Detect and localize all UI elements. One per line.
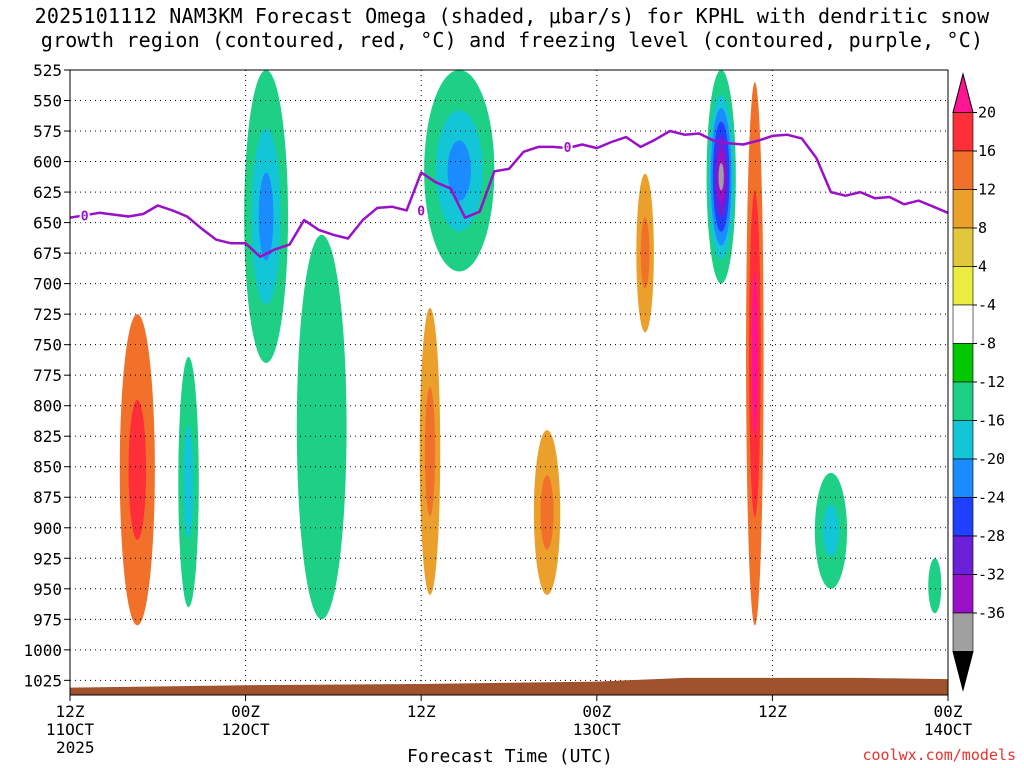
y-tick-label-975: 975: [33, 610, 62, 629]
title-line-1: 2025101112 NAM3KM Forecast Omega (shaded…: [34, 4, 990, 28]
site-credit[interactable]: coolwx.com/models: [862, 746, 1016, 764]
colorbar-swatch-3: [952, 189, 974, 229]
colorbar-label-3: 8: [978, 219, 987, 237]
x-tick-label-12-1: 00Z: [231, 702, 260, 721]
y-tick-label-700: 700: [33, 275, 62, 294]
colorbar-swatch-14: [952, 612, 974, 652]
y-tick-label-550: 550: [33, 92, 62, 111]
colorbar: 20 16 12 8 4 -4 -8 -12 -16 -20 -24 -28 -32 -36: [952, 72, 1005, 692]
x-tick-label-0-2: 11OCT: [46, 720, 95, 739]
omega-region-11: [928, 558, 942, 614]
y-tick-label-775: 775: [33, 366, 62, 385]
x-tick-label-60-1: 00Z: [934, 702, 963, 721]
y-tick-label-725: 725: [33, 305, 62, 324]
colorbar-swatch-10: [952, 458, 974, 498]
colorbar-label-12: -32: [978, 566, 1005, 584]
freezing-level-label-2: 0: [564, 141, 572, 156]
y-tick-label-900: 900: [33, 519, 62, 538]
y-tick-label-525: 525: [33, 61, 62, 80]
freezing-level-label-bg-0: [79, 208, 90, 223]
freezing-level-label-0: 0: [81, 209, 89, 224]
colorbar-swatch-9: [952, 420, 974, 460]
colorbar-swatch-13: [952, 574, 974, 614]
colorbar-label-11: -28: [978, 527, 1005, 545]
colorbar-swatch-2: [952, 150, 974, 190]
omega-region-1-core-0: [183, 425, 194, 539]
plot-frame: [69, 69, 949, 696]
x-tick-label-36-2: 13OCT: [573, 720, 622, 739]
y-tick-label-1025: 1025: [23, 671, 62, 690]
colorbar-bottom-triangle: [952, 651, 974, 692]
y-tick-label-1000: 1000: [23, 641, 62, 660]
chart-title: 2025101112 NAM3KM Forecast Omega (shaded…: [0, 4, 1024, 52]
colorbar-label-5: -4: [978, 296, 996, 314]
colorbar-label-13: -36: [978, 604, 1005, 622]
freezing-level-label-bg-2: [562, 139, 573, 154]
y-tick-label-850: 850: [33, 458, 62, 477]
title-line-2: growth region (contoured, red, °C) and f…: [40, 28, 984, 52]
x-tick-label-0-1: 12Z: [56, 702, 85, 721]
colorbar-label-2: 12: [978, 181, 996, 199]
freezing-level-label-bg-1: [416, 203, 427, 218]
omega-region-5-core-1: [447, 140, 471, 201]
omega-region-10-core-0: [822, 504, 839, 557]
colorbar-swatch-12: [952, 535, 974, 575]
colorbar-swatch-11: [952, 497, 974, 537]
colorbar-swatch-1: [952, 112, 974, 152]
x-axis-label: Forecast Time (UTC): [407, 746, 613, 767]
omega-region-0-core-0: [128, 399, 147, 540]
y-tick-label-575: 575: [33, 122, 62, 141]
grid-lines: [70, 69, 948, 695]
omega-region-3: [296, 234, 347, 620]
colorbar-label-0: 20: [978, 104, 996, 122]
colorbar-label-8: -16: [978, 412, 1005, 430]
x-tick-label-0-3: 2025: [56, 738, 95, 757]
y-tick-label-650: 650: [33, 214, 62, 233]
omega-region-6-core-0: [540, 475, 554, 550]
colorbar-label-7: -12: [978, 373, 1005, 391]
freezing-level-line: [70, 129, 948, 259]
freezing-level-contour: 0 0 0: [70, 129, 948, 259]
y-tick-label-600: 600: [33, 153, 62, 172]
terrain-fill: [70, 677, 948, 695]
colorbar-swatch-4: [952, 227, 974, 267]
x-tick-label-12-2: 12OCT: [222, 720, 271, 739]
omega-region-9-core-1: [751, 272, 758, 436]
omega-region-8-core-5: [718, 163, 724, 191]
y-tick-label-950: 950: [33, 580, 62, 599]
colorbar-swatch-7: [952, 343, 974, 383]
colorbar-label-4: 4: [978, 258, 987, 276]
y-tick-label-925: 925: [33, 549, 62, 568]
colorbar-top-triangle: [952, 72, 974, 113]
x-tick-label-24-1: 12Z: [407, 702, 436, 721]
terrain-layer: [70, 677, 948, 695]
x-tick-label-36-1: 00Z: [582, 702, 611, 721]
omega-region-2-core-1: [258, 172, 274, 261]
x-tick-label-48-1: 12Z: [758, 702, 787, 721]
y-tick-label-825: 825: [33, 427, 62, 446]
omega-region-4-core-0: [424, 386, 436, 517]
y-tick-label-675: 675: [33, 244, 62, 263]
colorbar-swatch-6: [952, 304, 974, 344]
y-tick-label-875: 875: [33, 488, 62, 507]
colorbar-swatch-8: [952, 381, 974, 421]
x-tick-label-60-2: 14OCT: [924, 720, 973, 739]
y-tick-label-750: 750: [33, 336, 62, 355]
freezing-level-label-1: 0: [417, 204, 425, 219]
colorbar-label-6: -8: [978, 335, 996, 353]
y-axis: 525 550 575 600 625 650 675 700 725 750 775 800 825 8…: [23, 61, 70, 690]
colorbar-swatch-5: [952, 266, 974, 306]
colorbar-label-1: 16: [978, 142, 996, 160]
omega-shading: [119, 70, 942, 626]
y-tick-label-800: 800: [33, 397, 62, 416]
y-tick-label-625: 625: [33, 183, 62, 202]
colorbar-label-10: -24: [978, 489, 1005, 507]
colorbar-label-9: -20: [978, 450, 1005, 468]
